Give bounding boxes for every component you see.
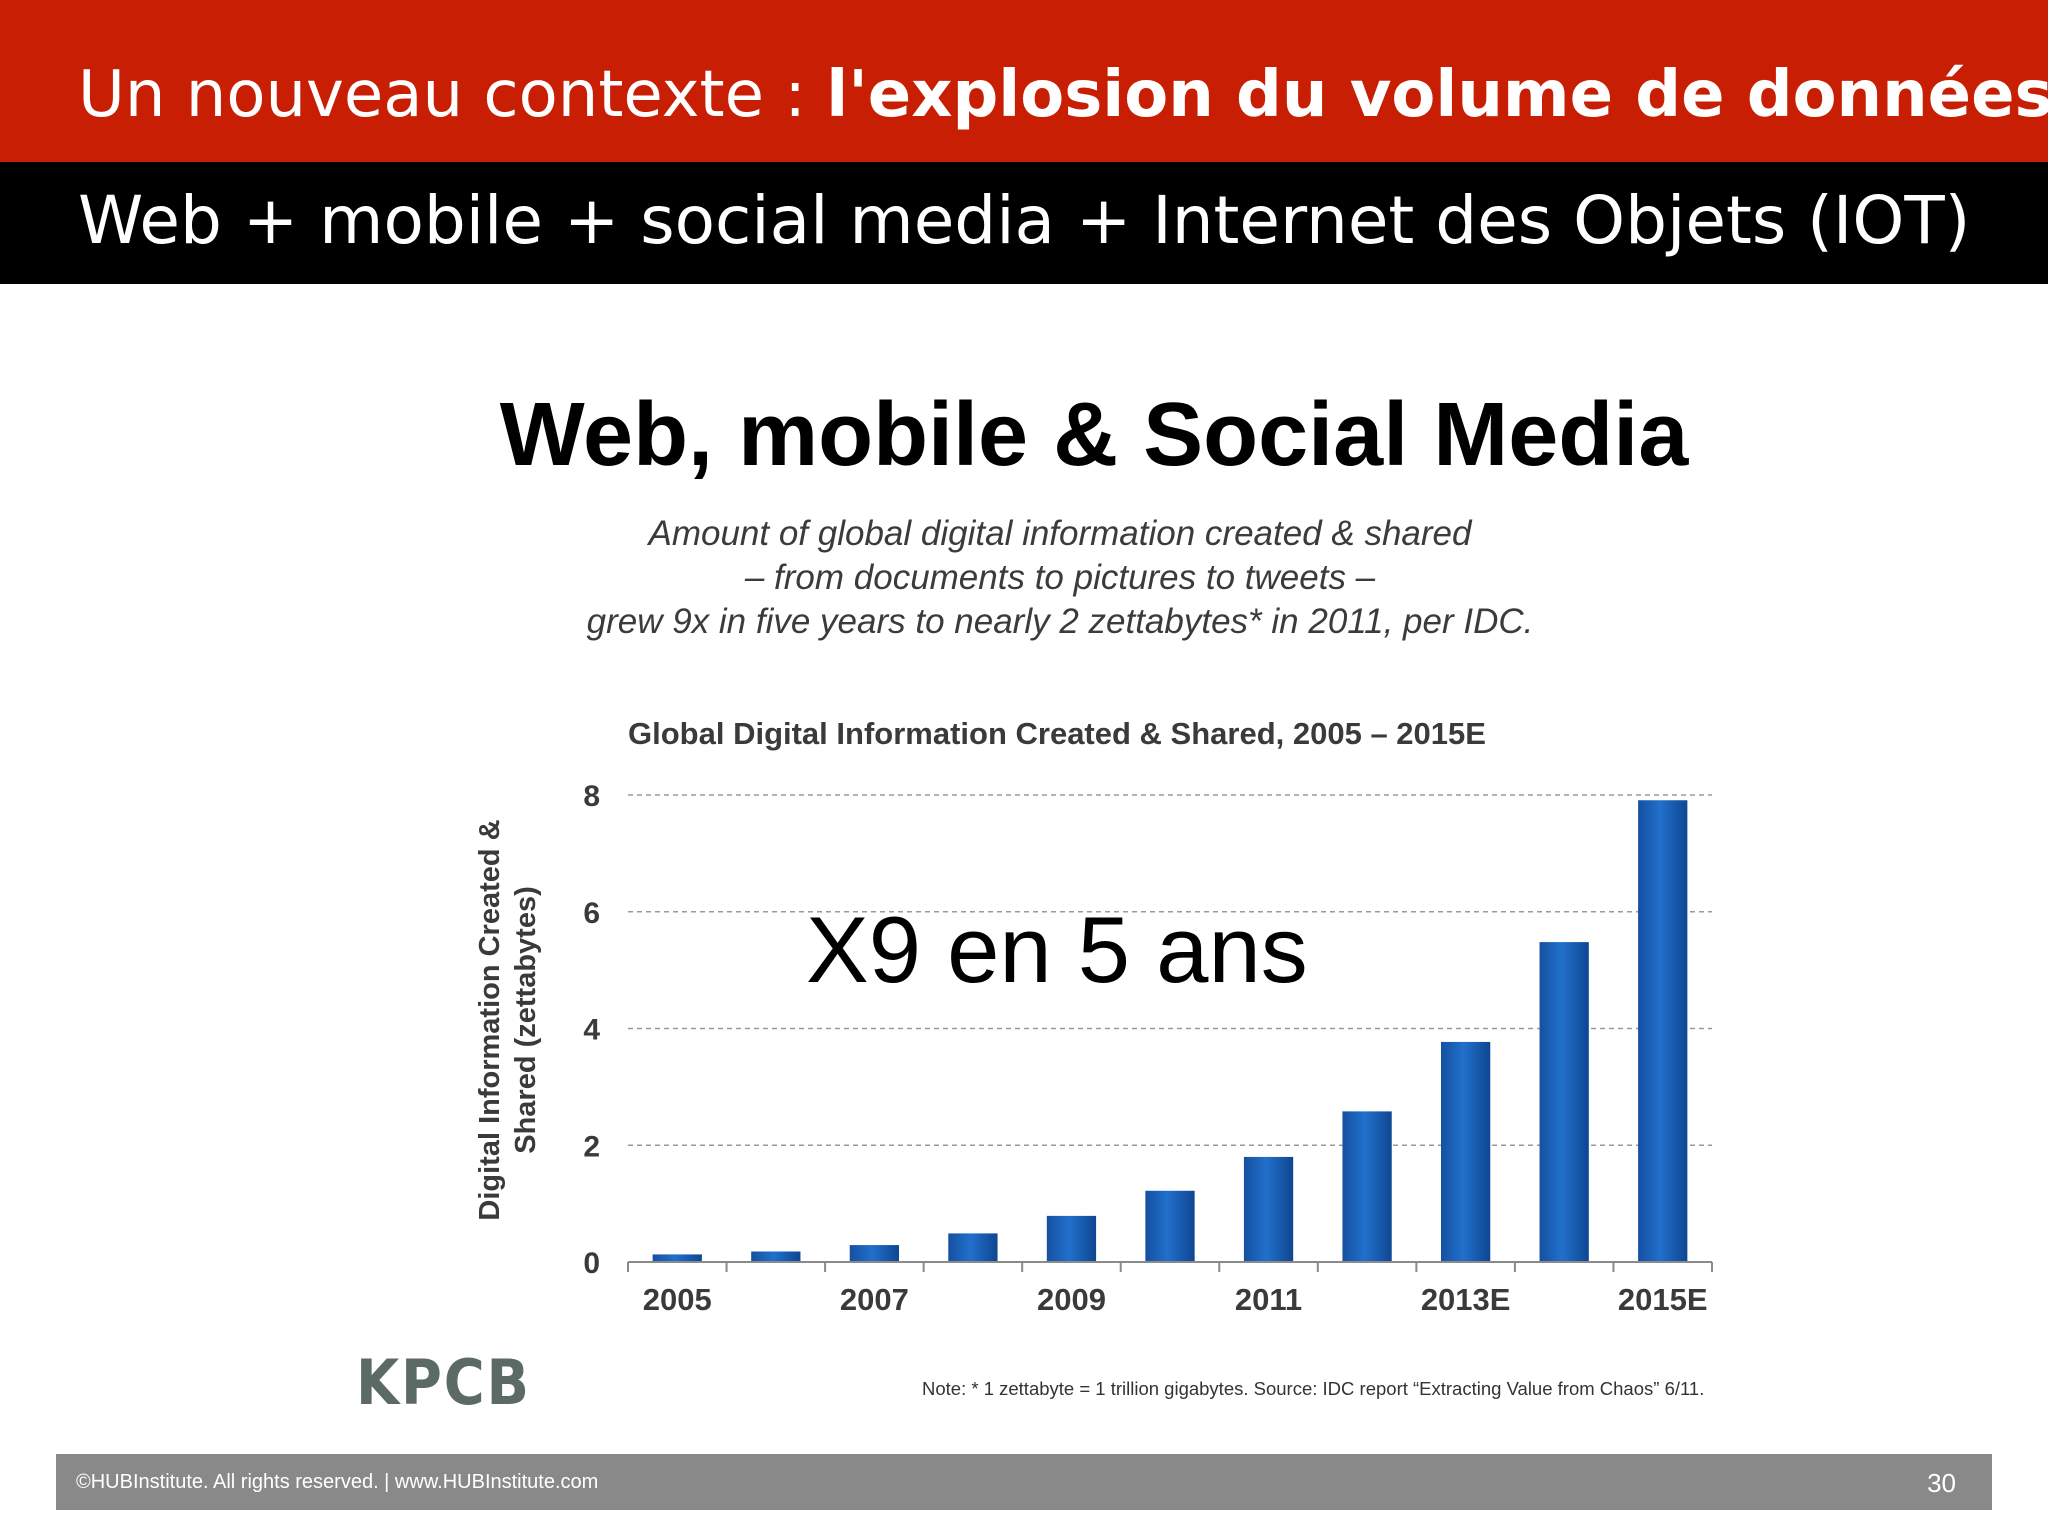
bar <box>1046 1215 1097 1262</box>
figure-subtitle-line-1: Amount of global digital information cre… <box>648 514 1472 553</box>
slide-subtitle: Web + mobile + social media + Internet d… <box>78 182 1971 259</box>
header-title-band <box>0 0 2048 162</box>
chart-title: Global Digital Information Created & Sha… <box>628 716 1486 751</box>
slide-title-regular: Un nouveau contexte : <box>78 58 827 132</box>
y-tick-label: 4 <box>583 1014 600 1047</box>
bar <box>849 1245 899 1262</box>
bar <box>652 1254 702 1262</box>
figure-subtitle-line-2: – from documents to pictures to tweets – <box>744 558 1376 597</box>
bar <box>751 1251 801 1262</box>
footer-copyright: ©HUBInstitute. All rights reserved. | ww… <box>76 1471 599 1493</box>
x-tick-label: 2009 <box>1037 1282 1106 1317</box>
x-tick-label: 2013E <box>1421 1282 1511 1317</box>
x-tick-label: 2007 <box>840 1282 909 1317</box>
kpcb-logo: KPCB <box>356 1346 531 1419</box>
figure-subtitle-line-3: grew 9x in five years to nearly 2 zettab… <box>586 602 1534 641</box>
bar <box>1243 1156 1294 1262</box>
bar <box>948 1233 998 1262</box>
bar <box>1145 1190 1195 1262</box>
y-tick-label: 6 <box>583 897 600 930</box>
y-tick-label: 2 <box>583 1130 600 1163</box>
bar <box>1539 942 1589 1262</box>
growth-annotation: X9 en 5 ans <box>806 897 1308 1002</box>
footer-bar: ©HUBInstitute. All rights reserved. | ww… <box>56 1454 1992 1510</box>
bar <box>1638 800 1688 1262</box>
y-tick-label: 8 <box>583 780 600 813</box>
slide-title: Un nouveau contexte : l'explosion du vol… <box>78 58 2048 132</box>
x-tick-label: 2005 <box>643 1282 712 1317</box>
bar <box>1441 1041 1491 1262</box>
y-tick-label: 0 <box>583 1247 600 1280</box>
slide-title-bold: l'explosion du volume de données <box>826 58 2048 132</box>
x-tick-label: 2011 <box>1235 1282 1302 1317</box>
bar <box>1342 1111 1392 1262</box>
figure-subtitle: Amount of global digital information cre… <box>520 512 1600 644</box>
x-tick-label: 2015E <box>1618 1282 1708 1317</box>
page-number: 30 <box>1927 1468 1956 1498</box>
figure-title: Web, mobile & Social Media <box>499 385 1689 485</box>
source-note: Note: * 1 zettabyte = 1 trillion gigabyt… <box>922 1378 1705 1399</box>
header-subtitle-band <box>0 162 2048 284</box>
